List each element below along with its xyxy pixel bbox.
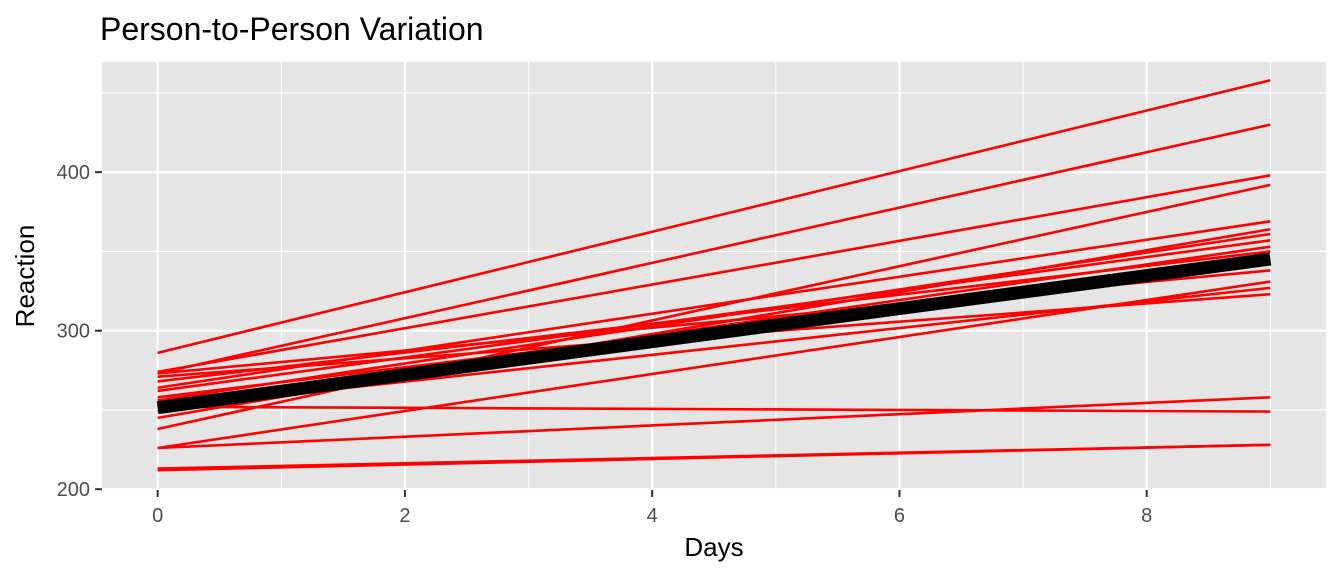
y-tick-label: 400	[57, 162, 90, 184]
subject-line-18	[157, 405, 1271, 413]
y-axis-title: Reaction	[10, 225, 40, 328]
subject-line-2	[157, 123, 1271, 375]
subject-line-20	[157, 443, 1271, 470]
chart-title: Person-to-Person Variation	[100, 11, 484, 47]
x-tick-label: 6	[894, 505, 905, 527]
average-line	[156, 252, 1272, 415]
subject-line-10	[157, 250, 1271, 383]
x-tick-label: 2	[399, 505, 410, 527]
x-tick-label: 0	[152, 505, 163, 527]
average-line-group	[156, 252, 1272, 415]
subject-line-14	[157, 280, 1271, 450]
subject-line-1	[157, 78, 1271, 355]
x-axis: 0 2 4 6 8	[152, 490, 1152, 527]
subject-line-3	[157, 174, 1271, 374]
x-tick-label: 4	[647, 505, 658, 527]
y-tick-label: 200	[57, 479, 90, 501]
subject-line-17	[157, 395, 1271, 450]
y-tick-label: 300	[57, 321, 90, 343]
x-axis-title: Days	[684, 532, 743, 562]
x-tick-label: 8	[1141, 505, 1152, 527]
y-axis: 200 300 400	[57, 162, 102, 501]
